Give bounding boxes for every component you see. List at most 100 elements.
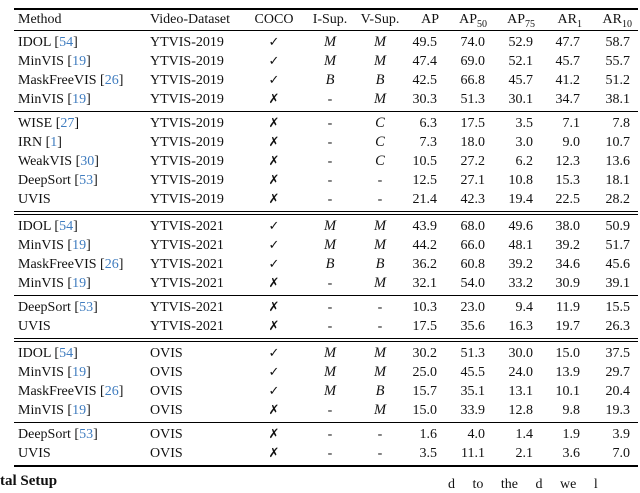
citation-link[interactable]: 19: [72, 276, 87, 291]
citation-link[interactable]: 26: [104, 384, 119, 399]
ap50-cell: 35.6: [460, 319, 486, 334]
ap75-cell: 16.3: [508, 319, 534, 334]
ap75-cell: 2.1: [515, 446, 534, 461]
supervision-symbol: C: [375, 134, 385, 150]
table-row: MinVIS [19] YTVIS-2021 ✓ M M 44.2 66.0 48.1 39.2…: [14, 236, 638, 255]
ap50-cell: 4.0: [467, 427, 486, 442]
dataset-cell: YTVIS-2019: [150, 154, 224, 169]
dataset-cell: YTVIS-2021: [150, 319, 224, 334]
coco-cell: ✓: [246, 71, 302, 90]
table-row: UVIS OVIS ✗ - - 3.5 11.1 2.1 3.6 7.0: [14, 444, 638, 466]
table-row: IDOL [54] YTVIS-2021 ✓ M M 43.9 68.0 49.6 38.0 50…: [14, 213, 638, 236]
citation-link[interactable]: 53: [79, 427, 94, 442]
citation-link[interactable]: 19: [72, 365, 87, 380]
supervision-symbol: M: [373, 53, 387, 69]
ar1-cell: 15.3: [555, 173, 581, 188]
citation-link[interactable]: 54: [59, 219, 74, 234]
dataset-cell: YTVIS-2021: [150, 276, 224, 291]
coco-cell: ✗: [246, 90, 302, 112]
ap-cell: 17.5: [412, 319, 438, 334]
citation-link[interactable]: 30: [80, 154, 95, 169]
isup-cell: -: [327, 276, 333, 291]
vsup-cell: M: [358, 90, 402, 112]
supervision-symbol: C: [375, 153, 385, 169]
isup-cell: -: [327, 192, 333, 207]
isup-cell: -: [327, 173, 333, 188]
cross-icon: ✗: [268, 173, 280, 188]
method-name: DeepSort: [18, 427, 71, 442]
ap75-cell: 19.4: [508, 192, 534, 207]
ar1-cell: 34.7: [555, 92, 581, 107]
method-cell: IDOL [54]: [18, 35, 78, 50]
coco-cell: ✗: [246, 296, 302, 318]
citation-link[interactable]: 19: [72, 403, 87, 418]
col-header-label: Video-Dataset: [150, 12, 231, 27]
isup-cell: B: [302, 71, 358, 90]
vsup-cell: M: [358, 236, 402, 255]
citation-link[interactable]: 19: [72, 54, 87, 69]
vsup-cell: M: [358, 274, 402, 296]
col-header-method: Method: [14, 9, 146, 31]
check-icon: ✓: [268, 257, 280, 272]
supervision-symbol: C: [375, 115, 385, 131]
coco-cell: ✓: [246, 255, 302, 274]
dataset-cell: YTVIS-2019: [150, 35, 224, 50]
ar10-cell: 39.1: [605, 276, 631, 291]
cross-icon: ✗: [268, 403, 280, 418]
ap75-cell: 9.4: [515, 300, 534, 315]
citation-link[interactable]: 53: [79, 300, 94, 315]
cross-icon: ✗: [268, 116, 280, 131]
supervision-symbol: M: [323, 218, 337, 234]
vsup-cell: C: [358, 112, 402, 134]
col-header-label: AP: [459, 12, 477, 27]
method-cell: IDOL [54]: [18, 346, 78, 361]
vsup-cell: M: [358, 213, 402, 236]
ap-cell: 21.4: [412, 192, 438, 207]
ap-cell: 30.3: [412, 92, 438, 107]
method-cell: MaskFreeVIS [26]: [18, 384, 124, 399]
ap-cell: 1.6: [419, 427, 438, 442]
vsup-cell: B: [358, 255, 402, 274]
ap75-cell: 52.1: [508, 54, 534, 69]
col-header-subscript: 50: [477, 18, 487, 30]
citation-link[interactable]: 19: [72, 238, 87, 253]
coco-cell: ✗: [246, 274, 302, 296]
supervision-symbol: M: [323, 383, 337, 399]
ap50-cell: 66.8: [460, 73, 486, 88]
method-cell: DeepSort [53]: [18, 300, 98, 315]
vsup-cell: M: [358, 401, 402, 423]
ar1-cell: 34.6: [555, 257, 581, 272]
citation-link[interactable]: 53: [79, 173, 94, 188]
citation-link[interactable]: 19: [72, 92, 87, 107]
citation-link[interactable]: 1: [50, 135, 58, 150]
table-group: IDOL [54] YTVIS-2021 ✓ M M 43.9 68.0 49.6 38.0 50…: [14, 213, 638, 296]
dataset-cell: YTVIS-2021: [150, 257, 224, 272]
col-header-subscript: 10: [622, 18, 632, 30]
ap-cell: 12.5: [412, 173, 438, 188]
method-cell: MinVIS [19]: [18, 276, 91, 291]
citation-link[interactable]: 27: [60, 116, 75, 131]
ap75-cell: 30.1: [508, 92, 534, 107]
citation-link[interactable]: 54: [59, 346, 74, 361]
dataset-cell: YTVIS-2021: [150, 300, 224, 315]
supervision-symbol: M: [323, 345, 337, 361]
method-cell: MinVIS [19]: [18, 365, 91, 380]
ar1-cell: 11.9: [556, 300, 580, 315]
check-icon: ✓: [268, 346, 280, 361]
ap-cell: 25.0: [412, 365, 438, 380]
table-row: IRN [1] YTVIS-2019 ✗ - C 7.3 18.0 3.0 9.0 10.7: [14, 133, 638, 152]
ap-cell: 15.0: [412, 403, 438, 418]
citation-link[interactable]: 54: [59, 35, 74, 50]
citation-link[interactable]: 26: [104, 73, 119, 88]
supervision-symbol: B: [375, 256, 385, 272]
ar1-cell: 22.5: [555, 192, 581, 207]
dataset-cell: OVIS: [150, 403, 183, 418]
col-header-ar10: AR10: [588, 9, 638, 31]
ar10-cell: 37.5: [605, 346, 631, 361]
citation-link[interactable]: 26: [104, 257, 119, 272]
supervision-symbol: M: [373, 91, 387, 107]
method-name: MinVIS: [18, 365, 64, 380]
dataset-cell: YTVIS-2019: [150, 173, 224, 188]
method-name: UVIS: [18, 192, 51, 207]
supervision-symbol: M: [373, 345, 387, 361]
